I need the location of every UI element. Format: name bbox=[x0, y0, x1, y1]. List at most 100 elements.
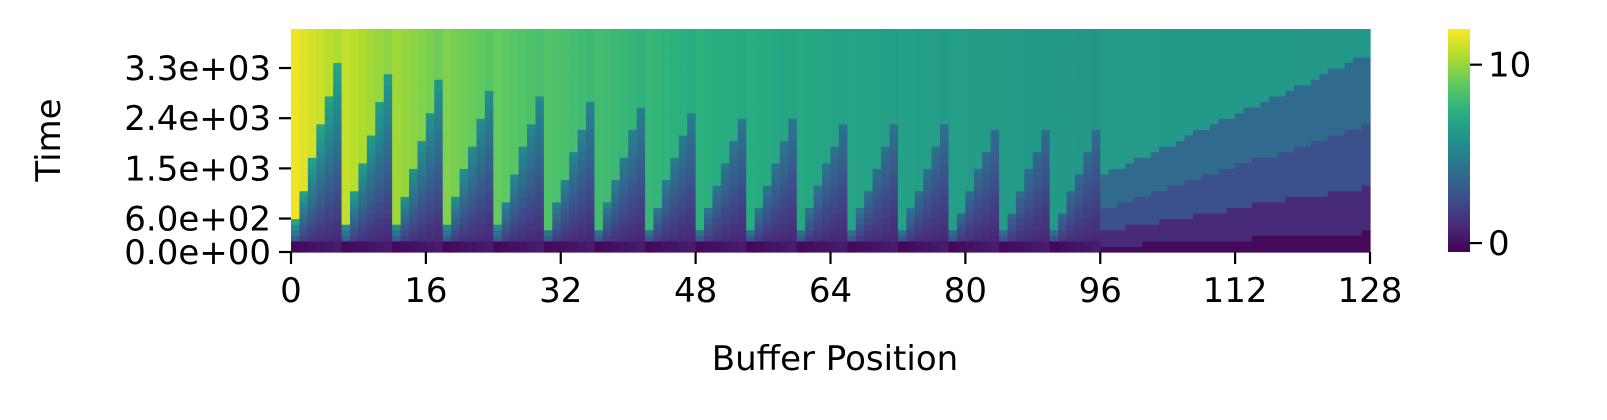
heatmap-cell bbox=[518, 84, 528, 91]
heatmap-cell bbox=[484, 168, 494, 175]
heatmap-cell bbox=[1235, 84, 1245, 91]
heatmap-cell bbox=[746, 34, 756, 41]
heatmap-cell bbox=[434, 146, 444, 153]
heatmap-cell bbox=[1117, 34, 1127, 41]
heatmap-cell bbox=[788, 134, 798, 142]
heatmap-cell bbox=[737, 45, 747, 52]
heatmap-cell bbox=[1125, 62, 1135, 69]
heatmap-cell bbox=[1327, 190, 1337, 197]
heatmap-cell bbox=[813, 224, 823, 231]
heatmap-cell bbox=[999, 212, 1009, 220]
heatmap-cell bbox=[611, 190, 621, 197]
heatmap-cell bbox=[1336, 157, 1346, 164]
heatmap-cell bbox=[333, 73, 343, 80]
heatmap-cell bbox=[451, 157, 461, 164]
heatmap-cell bbox=[779, 140, 789, 147]
heatmap-cell bbox=[999, 112, 1009, 119]
heatmap-cell bbox=[872, 56, 882, 64]
heatmap-cell bbox=[1066, 62, 1076, 69]
heatmap-cell bbox=[518, 224, 528, 231]
heatmap-cell bbox=[468, 95, 478, 103]
heatmap-cell bbox=[628, 157, 638, 164]
heatmap-cell bbox=[931, 90, 941, 97]
heatmap-cell bbox=[881, 218, 891, 225]
heatmap-cell bbox=[476, 168, 486, 175]
heatmap-cell bbox=[897, 179, 907, 186]
heatmap-cell bbox=[560, 68, 570, 75]
heatmap-cell bbox=[1167, 157, 1177, 164]
heatmap-cell bbox=[366, 79, 376, 86]
heatmap-cell bbox=[299, 51, 309, 58]
heatmap-cell bbox=[1091, 190, 1101, 197]
heatmap-cell bbox=[788, 107, 798, 114]
heatmap-cell bbox=[535, 101, 545, 108]
heatmap-cell bbox=[1201, 218, 1211, 225]
heatmap-cell bbox=[518, 123, 528, 130]
heatmap-cell bbox=[813, 185, 823, 192]
heatmap-cell bbox=[493, 134, 503, 142]
heatmap-cell bbox=[527, 157, 537, 164]
heatmap-cell bbox=[1142, 56, 1152, 64]
heatmap-cell bbox=[1310, 246, 1321, 253]
heatmap-cell bbox=[299, 34, 309, 41]
heatmap-cell bbox=[661, 79, 671, 86]
heatmap-cell bbox=[1184, 190, 1194, 197]
heatmap-cell bbox=[510, 179, 520, 186]
heatmap-cell bbox=[493, 207, 503, 214]
heatmap-cell bbox=[931, 95, 941, 103]
heatmap-cell bbox=[1041, 34, 1051, 41]
heatmap-cell bbox=[923, 246, 933, 253]
heatmap-cell bbox=[982, 151, 992, 158]
heatmap-cell bbox=[645, 45, 655, 52]
heatmap-cell bbox=[813, 56, 823, 64]
heatmap-cell bbox=[830, 34, 840, 41]
heatmap-cell bbox=[493, 45, 503, 52]
heatmap-cell bbox=[1302, 51, 1312, 58]
heatmap-cell bbox=[906, 112, 916, 119]
heatmap-cell bbox=[1192, 134, 1203, 142]
heatmap-cell bbox=[729, 146, 739, 153]
heatmap-cell bbox=[1133, 212, 1143, 220]
heatmap-cell bbox=[1032, 123, 1042, 130]
heatmap-cell bbox=[805, 79, 815, 86]
heatmap-cell bbox=[897, 68, 907, 75]
heatmap-cell bbox=[754, 29, 764, 36]
heatmap-cell bbox=[510, 129, 520, 136]
heatmap-cell bbox=[720, 90, 730, 97]
heatmap-cell bbox=[451, 168, 461, 175]
heatmap-cell bbox=[636, 56, 646, 64]
heatmap-cell bbox=[796, 224, 806, 231]
heatmap-cell bbox=[822, 196, 832, 203]
heatmap-cell bbox=[982, 51, 992, 58]
heatmap-cell bbox=[560, 95, 570, 103]
heatmap-cell bbox=[501, 146, 511, 153]
heatmap-cell bbox=[1024, 79, 1034, 86]
heatmap-cell bbox=[838, 68, 848, 75]
heatmap-cell bbox=[425, 240, 435, 248]
heatmap-cell bbox=[1336, 207, 1346, 214]
heatmap-cell bbox=[602, 146, 612, 153]
heatmap-cell bbox=[653, 240, 663, 248]
heatmap-cell bbox=[1251, 140, 1262, 147]
heatmap-cell bbox=[1319, 190, 1329, 197]
heatmap-cell bbox=[881, 140, 891, 147]
heatmap-cell bbox=[425, 45, 435, 52]
heatmap-cell bbox=[518, 129, 528, 136]
heatmap-cell bbox=[1302, 29, 1312, 36]
heatmap-cell bbox=[914, 29, 924, 36]
heatmap-cell bbox=[746, 190, 756, 197]
heatmap-cell bbox=[611, 157, 621, 164]
heatmap-cell bbox=[1294, 68, 1304, 75]
heatmap-cell bbox=[594, 140, 604, 147]
heatmap-cell bbox=[501, 201, 511, 208]
heatmap-cell bbox=[1268, 73, 1278, 80]
heatmap-cell bbox=[940, 140, 950, 147]
heatmap-cell bbox=[746, 68, 756, 75]
heatmap-cell bbox=[510, 151, 520, 158]
heatmap-cell bbox=[493, 151, 503, 158]
heatmap-cell bbox=[973, 157, 983, 164]
heatmap-cell bbox=[459, 235, 469, 242]
heatmap-cell bbox=[1091, 101, 1101, 108]
heatmap-cell bbox=[864, 134, 874, 142]
heatmap-cell bbox=[1268, 185, 1278, 192]
